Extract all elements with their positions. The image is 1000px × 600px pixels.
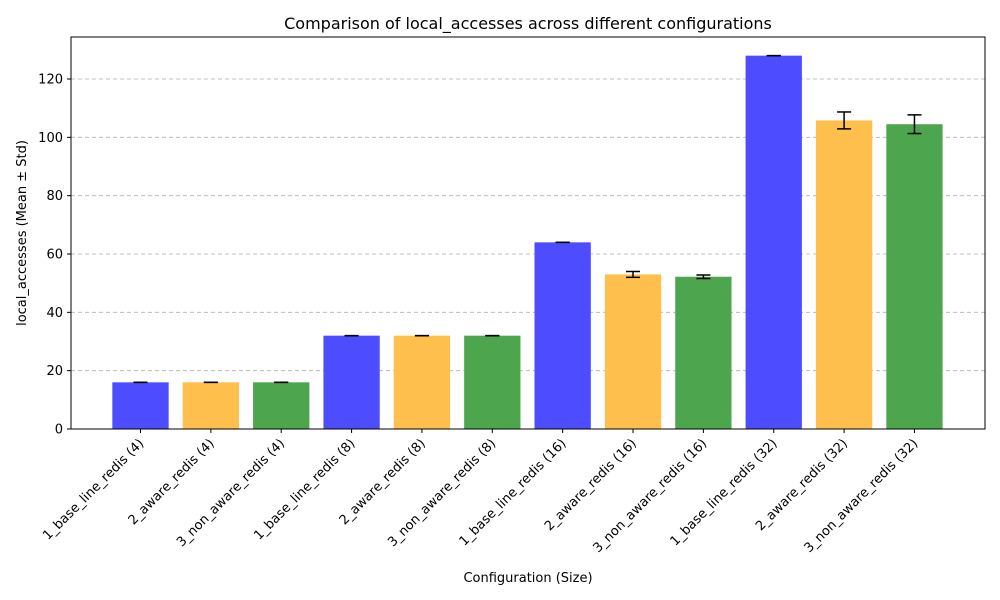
x-axis-ticks: 1_base_line_redis (4)2_aware_redis (4)3_… (40, 429, 921, 556)
bar (253, 382, 310, 429)
y-tick-label: 60 (46, 248, 63, 263)
x-tick-label: 1_base_line_redis (4) (40, 436, 147, 543)
x-axis-label: Configuration (Size) (463, 571, 592, 586)
y-tick-label: 120 (38, 73, 63, 88)
y-axis-label: local_accesses (Mean ± Std) (15, 140, 30, 326)
x-tick-label: 3_non_aware_redis (16) (590, 436, 710, 556)
bar (745, 55, 802, 430)
error-bars (133, 54, 922, 384)
y-tick-label: 20 (46, 364, 63, 379)
y-tick-label: 100 (38, 131, 63, 146)
bar (393, 335, 451, 429)
y-axis-ticks: 0 20 40 60 80 100 120 (38, 73, 71, 438)
chart-title: Comparison of local_accesses across diff… (284, 14, 772, 34)
bar (464, 335, 521, 429)
y-tick-label: 0 (55, 423, 63, 438)
bar (604, 274, 662, 429)
x-tick-label: 3_non_aware_redis (32) (802, 436, 922, 556)
bars (112, 55, 943, 430)
bar (182, 382, 240, 429)
bar (323, 335, 380, 429)
bar (675, 276, 732, 429)
bar (534, 242, 591, 429)
bar (815, 120, 873, 430)
bar (886, 124, 943, 429)
grid-lines (71, 78, 985, 372)
plot-frame (70, 36, 986, 430)
y-tick-label: 40 (46, 306, 63, 321)
y-tick-label: 80 (46, 189, 63, 204)
bar (112, 382, 169, 429)
